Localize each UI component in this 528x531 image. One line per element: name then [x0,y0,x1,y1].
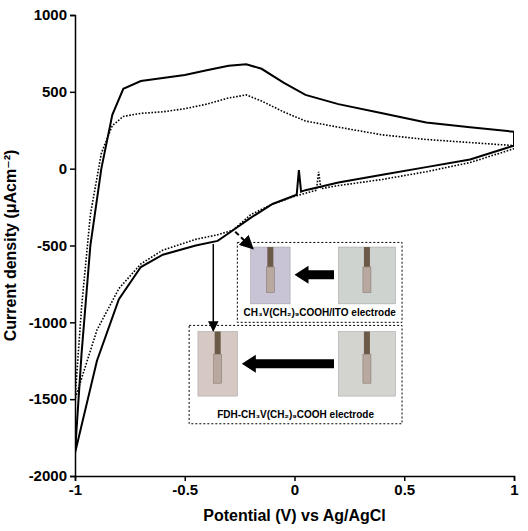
chart: -1 -0.5 0 0.5 1 -2000 -1500 -1000 -500 0 500 1000 Po… [0,0,528,531]
y-axis-title: Current density (μAcm⁻²) [2,150,19,342]
pointer-arrow [235,232,253,249]
insets: CH₃V(CH₂)₉COOH/ITO electrode FDH-CH₃V(CH₂… [189,232,402,424]
x-tick-label: 1 [510,481,518,498]
y-tick-label: 0 [59,160,67,177]
pointer-arrow [213,244,215,331]
y-tick: 500 [42,83,75,100]
y-tick-mark [70,245,75,247]
y-tick-mark [70,168,75,170]
x-tick-label: 0.5 [394,481,415,498]
photo-electrode-holder [267,247,273,267]
inset: CH₃V(CH₂)₉COOH/ITO electrode [237,242,402,322]
inset-arrow [242,355,334,373]
inset-frame [237,242,402,322]
photo-electrode [363,354,371,383]
photo-electrode [214,354,222,383]
y-tick: -500 [37,237,75,254]
x-tick: 0 [291,476,299,498]
y-tick: -1000 [29,314,75,331]
inset-frame [189,325,402,423]
x-tick-label: -1 [69,481,82,498]
y-tick: -1500 [29,390,75,407]
inset-label: FDH-CH₃V(CH₂)₉COOH electrode [217,409,374,420]
x-tick-label: 0 [291,481,299,498]
y-tick: -2000 [29,467,75,484]
y-tick-label: 500 [42,83,67,100]
x-tick: 0.5 [394,476,415,498]
y-tick-mark [70,476,75,478]
y-tick-mark [70,15,75,17]
photo [338,247,395,304]
y-tick-mark [70,92,75,94]
y-tick-label: -500 [37,237,67,254]
inset-label: CH₃V(CH₂)₉COOH/ITO electrode [244,307,397,318]
x-tick: 1 [510,476,518,498]
y-tick-label: -1000 [29,314,67,331]
y-axis: -2000 -1500 -1000 -500 0 500 1000 [29,6,76,484]
x-axis-title: Potential (V) vs Ag/AgCl [203,507,386,524]
y-tick-label: -1500 [29,390,67,407]
x-tick-label: -0.5 [172,481,198,498]
photo-electrode-holder [215,332,221,355]
photo-electrode-holder [364,332,370,355]
photo-electrode [266,267,274,293]
y-tick: 0 [59,160,75,177]
photo-electrode [363,267,371,293]
y-axis-line [70,16,76,477]
photo [338,332,395,397]
y-tick-label: 1000 [34,6,67,23]
inset-arrow [295,266,335,284]
inset: FDH-CH₃V(CH₂)₉COOH electrode [189,325,402,423]
plot-area [75,64,514,453]
photo [198,332,238,397]
x-tick: -0.5 [172,476,198,498]
y-tick-mark [70,399,75,401]
photo-electrode-holder [364,247,370,267]
y-tick-label: -2000 [29,467,67,484]
cv-curve [75,64,514,453]
y-tick: 1000 [34,6,75,23]
x-axis: -1 -0.5 0 0.5 1 [69,476,519,498]
x-tick: -1 [69,476,82,498]
y-tick-mark [70,322,75,324]
photo [251,247,291,304]
